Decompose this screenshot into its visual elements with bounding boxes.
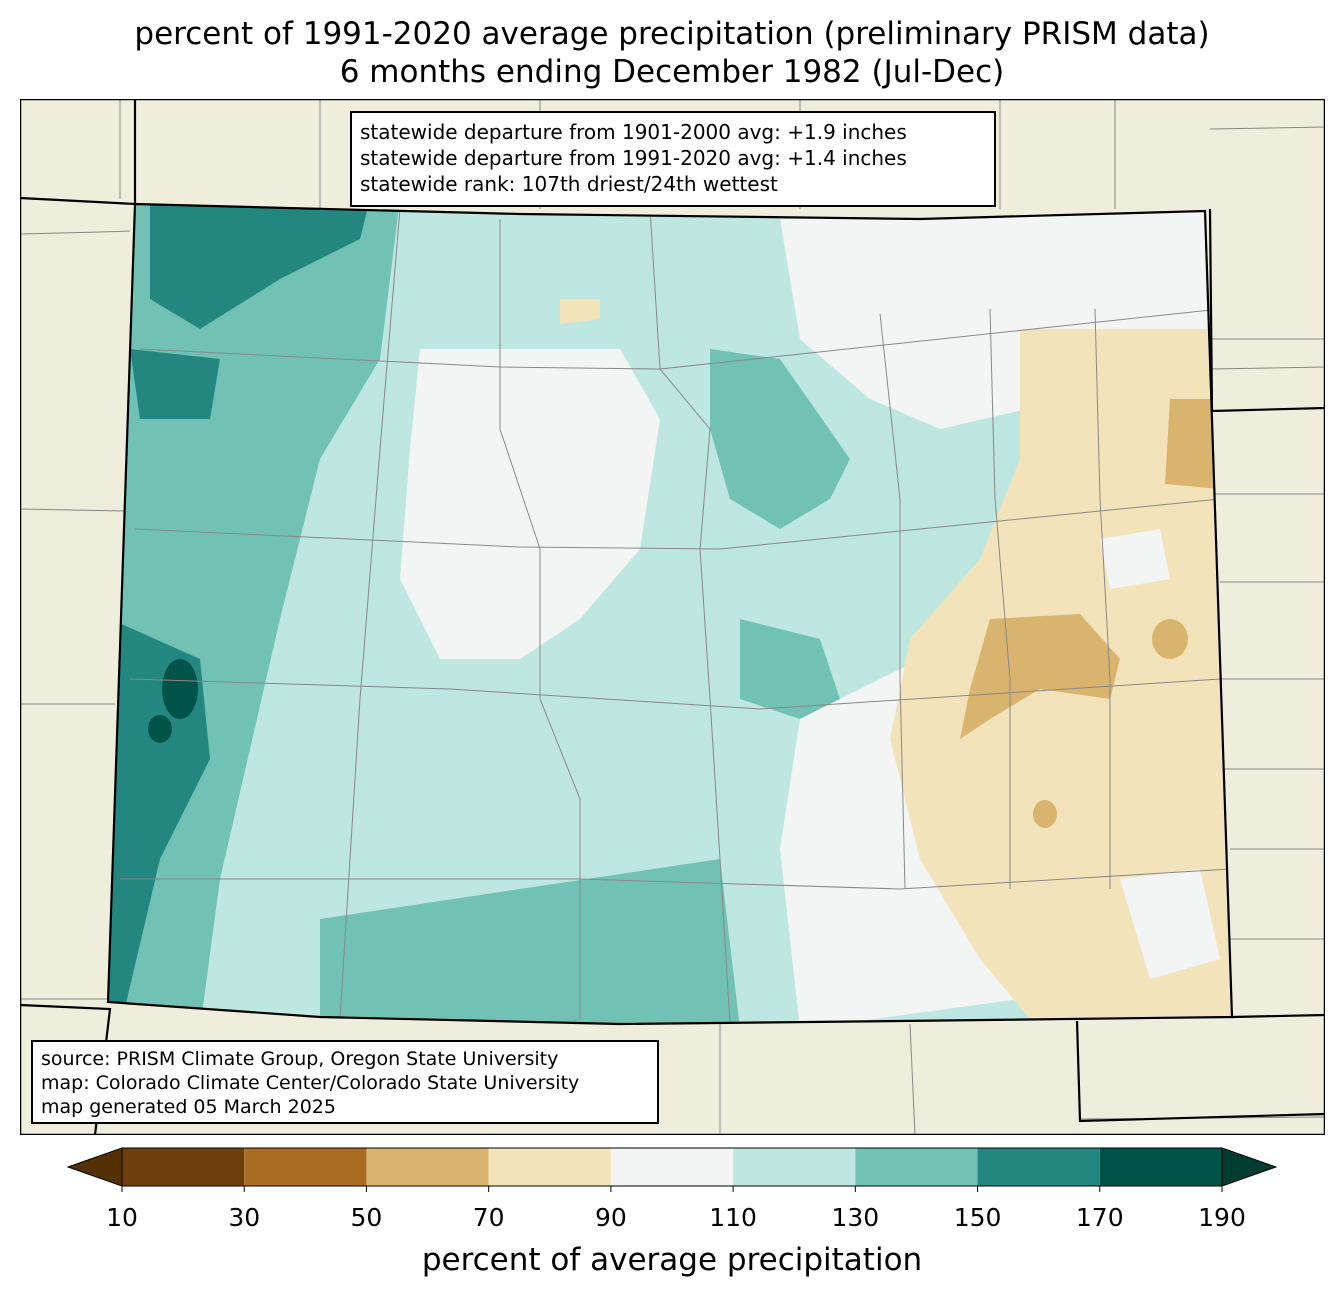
colorado-border: [106, 202, 1234, 1026]
colorbar-bin: [855, 1148, 978, 1186]
credit-map: map: Colorado Climate Center/Colorado St…: [41, 1072, 580, 1094]
credit-source: source: PRISM Climate Group, Oregon Stat…: [41, 1048, 559, 1070]
colorbar-tick-label: 10: [106, 1203, 138, 1232]
colorbar-frame: [121, 1147, 1223, 1187]
precipitation-map: [20, 99, 1325, 1135]
map-subtitle: 6 months ending December 1982 (Jul-Dec): [339, 54, 1005, 90]
credit-generated: map generated 05 March 2025: [41, 1096, 336, 1118]
stats-rank: statewide rank: 107th driest/24th wettes…: [360, 172, 778, 196]
colorbar-bin: [610, 1148, 734, 1186]
colorbar: [66, 1147, 1278, 1192]
colorbar-tick-label: 110: [709, 1203, 757, 1232]
county-lines: [120, 208, 1231, 1024]
colorbar-tick-label: 90: [594, 1203, 627, 1232]
colorbar-tick-label: 130: [831, 1203, 880, 1232]
colorbar-bin: [122, 1148, 245, 1186]
colorbar-tick-label: 170: [1075, 1203, 1124, 1232]
colorbar-over-arrow: [1221, 1147, 1278, 1187]
colorbar-tick-label: 50: [350, 1203, 383, 1232]
credits-box: source: PRISM Climate Group, Oregon Stat…: [31, 1040, 659, 1124]
colorbar-bin: [366, 1148, 489, 1186]
colorbar-bin: [977, 1148, 1100, 1186]
colorbar-tick-label: 150: [953, 1203, 1002, 1232]
colorbar-under-arrow: [66, 1147, 123, 1187]
map-frame-border: [20, 99, 1325, 1135]
colorbar-tick-label: 70: [472, 1203, 505, 1232]
precipitation-zones: [108, 204, 1232, 1024]
colorbar-tick-label: 30: [228, 1203, 261, 1232]
colorbar-tick-label: 190: [1198, 1203, 1246, 1232]
statewide-stats-box: statewide departure from 1901-2000 avg: …: [350, 111, 996, 207]
colorbar-bin: [244, 1148, 367, 1186]
map-title: percent of 1991-2020 average precipitati…: [134, 16, 1210, 52]
colorbar-bin: [733, 1148, 856, 1186]
colorbar-bin: [488, 1148, 611, 1186]
stats-departure-1991-2020: statewide departure from 1991-2020 avg: …: [360, 146, 907, 170]
colorbar-bin: [1099, 1148, 1222, 1186]
stats-departure-1901-2000: statewide departure from 1901-2000 avg: …: [360, 120, 907, 144]
colorbar-label: percent of average precipitation: [421, 1242, 923, 1278]
